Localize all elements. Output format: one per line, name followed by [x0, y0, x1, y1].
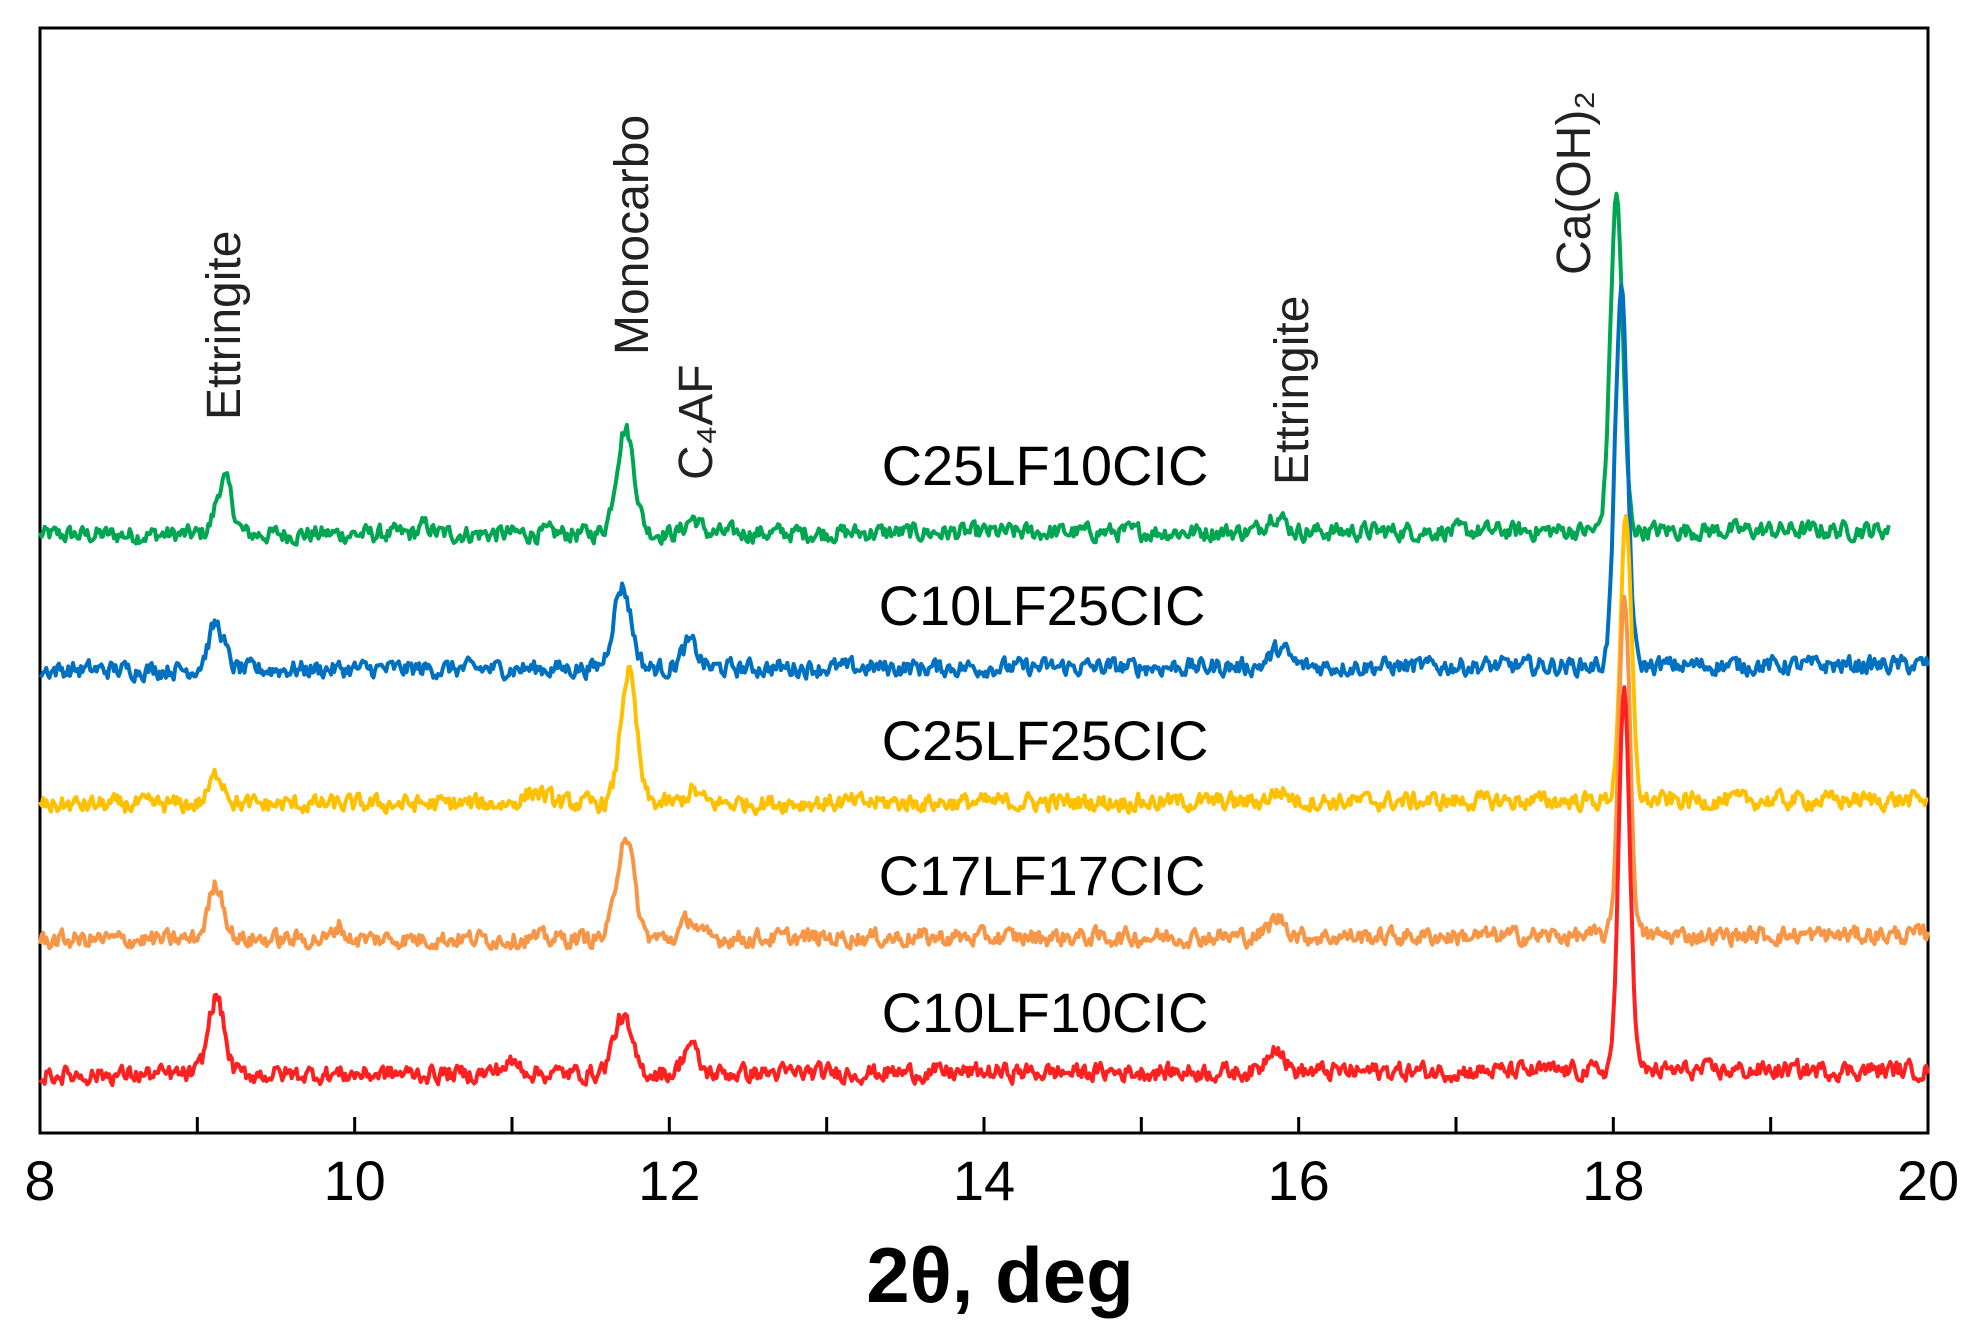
peak-annotation: Ca(OH)₂	[1548, 91, 1601, 275]
label-layer: C25LF10CIC C10LF25CIC C25LF25CIC C17LF17CIC…	[198, 91, 1601, 1044]
series-label: C25LF25CIC	[882, 709, 1209, 772]
x-tick-label: 20	[1897, 1149, 1959, 1212]
series-line-C10LF25CIC	[38, 283, 1930, 684]
x-tick-label: 18	[1582, 1149, 1644, 1212]
series-label: C10LF25CIC	[879, 574, 1206, 637]
peak-annotation: Ettringite	[198, 231, 251, 420]
peak-annotation: Monocarbo	[606, 115, 659, 355]
series-layer	[38, 191, 1930, 1088]
x-tick-label: 16	[1268, 1149, 1330, 1212]
x-tick-label: 10	[324, 1149, 386, 1212]
x-tick-label: 8	[24, 1149, 55, 1212]
series-label: C10LF10CIC	[882, 981, 1209, 1044]
series-label: C17LF17CIC	[879, 844, 1206, 907]
x-axis-title: 2θ, deg	[866, 1231, 1134, 1319]
x-axis: 8 10 12 14 16 18 20	[24, 1117, 1959, 1212]
series-line-C10LF10CIC	[38, 685, 1930, 1088]
peak-annotation: Ettringite	[1266, 296, 1319, 485]
peak-annotation: C₄AF	[670, 364, 723, 480]
series-label: C25LF10CIC	[882, 434, 1209, 497]
x-tick-label: 12	[638, 1149, 700, 1212]
series-line-C25LF10CIC	[38, 191, 1891, 547]
series-line-C25LF25CIC	[38, 514, 1929, 817]
x-tick-label: 14	[953, 1149, 1015, 1212]
series-line-C17LF17CIC	[38, 594, 1930, 951]
